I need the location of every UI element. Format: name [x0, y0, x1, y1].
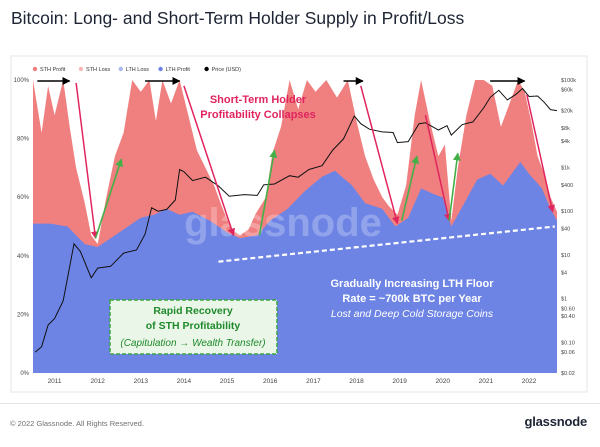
- legend-swatch: [158, 66, 163, 72]
- x-tick-label: 2021: [479, 378, 494, 385]
- red-arrow: [526, 94, 555, 213]
- legend-label: STH Profit: [40, 67, 66, 73]
- green-arrow: [258, 149, 278, 236]
- y-right-tick-label: $0.02: [561, 371, 575, 377]
- price-line: [34, 87, 557, 353]
- y-right-tick-label: $0.40: [561, 314, 575, 320]
- green-arrow: [400, 155, 420, 221]
- y-right-tick-label: $0.60: [561, 306, 575, 312]
- y-right-tick-label: $0.10: [561, 340, 575, 346]
- red-arrow: [424, 114, 452, 222]
- page-title: Bitcoin: Long- and Short-Term Holder Sup…: [11, 8, 465, 28]
- x-tick-label: 2016: [263, 378, 278, 385]
- legend-swatch: [32, 66, 38, 72]
- red-arrow: [360, 85, 400, 225]
- y-right-tick-label: $1k: [561, 165, 570, 171]
- legend-swatch: [204, 66, 209, 72]
- y-left-tick-label: 20%: [17, 312, 30, 318]
- y-left-tick-label: 100%: [14, 78, 30, 84]
- x-tick-label: 2013: [134, 378, 149, 385]
- y-right-tick-label: $100k: [561, 78, 576, 84]
- y-right-tick-label: $400: [561, 183, 573, 189]
- sth-collapse-line-2: Profitability Collapses: [200, 109, 316, 121]
- sth-collapse-line-1: Short-Term Holder: [210, 94, 307, 106]
- x-tick-label: 2015: [220, 378, 235, 385]
- lth-floor-dashed-line: [218, 225, 555, 263]
- recovery-annotation: Rapid Recovery of STH Profitability (Cap…: [109, 299, 278, 355]
- lth-floor-line-2: Rate = ~700k BTC per Year: [342, 293, 482, 305]
- legend-label: LTH Loss: [126, 67, 149, 73]
- y-left-tick-label: 60%: [17, 195, 30, 201]
- legend-swatch: [118, 66, 124, 72]
- x-tick-label: 2011: [48, 378, 62, 385]
- green-arrow: [448, 152, 461, 221]
- y-right-tick-label: $0.06: [561, 350, 575, 356]
- green-arrow: [94, 158, 123, 239]
- y-right-tick-label: $100: [561, 209, 573, 215]
- legend: STH Profit STH Loss LTH Loss LTH Profit Pric…: [32, 66, 242, 73]
- y-right-tick-label: $20k: [561, 109, 573, 115]
- x-tick-label: 2020: [435, 378, 450, 385]
- recovery-box: [109, 299, 278, 355]
- red-arrow: [75, 82, 99, 239]
- legend-label: STH Loss: [86, 67, 110, 73]
- legend-label: Price (USD): [212, 67, 242, 73]
- x-tick-label: 2014: [177, 378, 192, 385]
- y-left-tick-label: 0%: [20, 371, 29, 377]
- glassnode-logo: glassnode: [524, 414, 588, 429]
- x-axis: 2011 2012 2013 2014 2015 2016 2017 2018 2019 2020…: [48, 378, 537, 385]
- x-tick-label: 2018: [349, 378, 364, 385]
- footer-divider: [0, 403, 600, 404]
- lth-floor-line-1: Gradually Increasing LTH Floor: [331, 278, 495, 290]
- y-right-tick-label: $4k: [561, 139, 570, 145]
- lth-floor-annotation: Gradually Increasing LTH Floor Rate = ~7…: [331, 278, 495, 320]
- recovery-line-2: of STH Profitability: [146, 320, 241, 332]
- red-arrow: [183, 85, 235, 237]
- legend-label: LTH Profit: [166, 67, 191, 73]
- y-right-tick-label: $1: [561, 297, 567, 303]
- x-tick-label: 2017: [306, 378, 321, 385]
- y-left-tick-label: 80%: [17, 137, 30, 143]
- y-axis-left: 0% 20% 40% 60% 80% 100%: [14, 78, 30, 377]
- y-right-tick-label: $10: [561, 253, 570, 259]
- copyright-text: © 2022 Glassnode. All Rights Reserved.: [10, 419, 144, 428]
- y-right-tick-label: $60k: [561, 88, 573, 94]
- y-right-tick-label: $4: [561, 270, 567, 276]
- watermark: glassnode: [184, 201, 382, 245]
- y-right-tick-label: $8k: [561, 126, 570, 132]
- recovery-subtitle: (Capitulation → Wealth Transfer): [120, 338, 265, 349]
- annotation-lines: [37, 77, 555, 263]
- x-tick-label: 2019: [392, 378, 407, 385]
- y-axis-right: $100k $60k $20k $8k $4k $1k $400 $100 $40 $10 $4 $1…: [561, 78, 576, 377]
- y-right-tick-label: $40: [561, 227, 570, 233]
- x-tick-label: 2022: [522, 378, 537, 385]
- sth-collapse-annotation: Short-Term Holder Profitability Collapse…: [200, 94, 316, 121]
- recovery-line-1: Rapid Recovery: [153, 305, 233, 317]
- x-tick-label: 2012: [90, 378, 105, 385]
- lth-floor-subtitle: Lost and Deep Cold Storage Coins: [331, 308, 494, 320]
- legend-swatch: [78, 66, 84, 72]
- y-left-tick-label: 40%: [17, 254, 30, 260]
